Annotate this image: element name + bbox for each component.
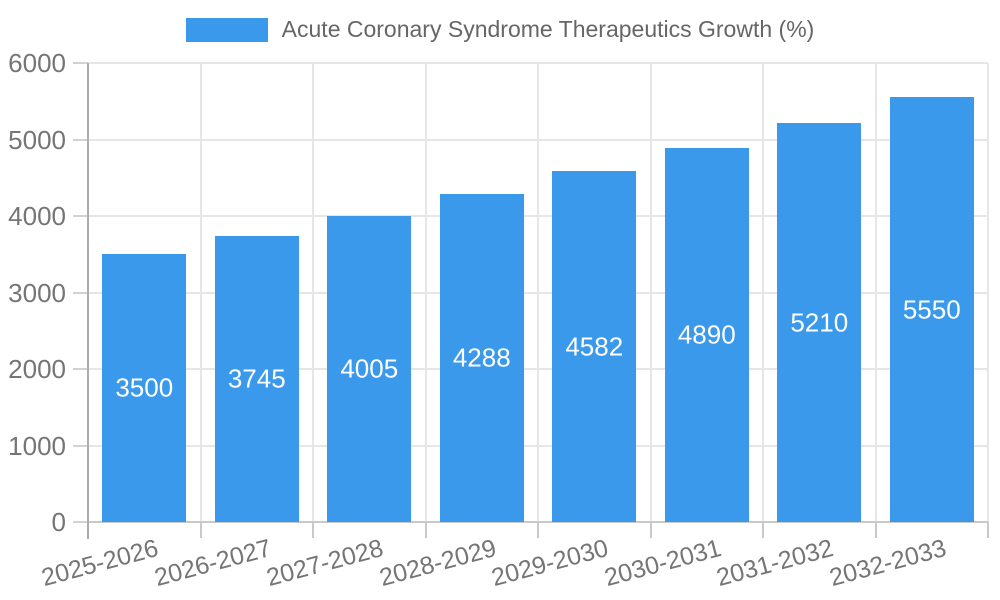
y-tick-mark [73, 291, 88, 294]
y-gridline [88, 215, 988, 217]
x-tick-label: 2030-2031 [601, 534, 724, 592]
bar[interactable]: 4890 [664, 147, 749, 522]
y-tick-label: 0 [51, 507, 66, 537]
y-tick-mark [73, 444, 88, 447]
y-gridline [88, 444, 988, 447]
bar[interactable]: 3745 [214, 235, 299, 522]
bar-value-label: 4890 [677, 319, 736, 350]
bar[interactable]: 3500 [102, 254, 187, 522]
x-tick-mark [537, 522, 539, 538]
x-tick-mark [424, 522, 427, 538]
y-tick-label: 1000 [8, 430, 66, 461]
chart-legend: Acute Coronary Syndrome Therapeutics Gro… [0, 16, 1000, 43]
y-tick-label: 4000 [8, 201, 66, 231]
x-tick-mark [874, 522, 877, 538]
y-tick-label: 3000 [8, 277, 66, 308]
y-tick-mark [73, 368, 88, 370]
y-tick-mark [73, 62, 88, 64]
x-tick-mark [987, 522, 989, 538]
x-tick-label: 2032-2033 [826, 534, 949, 592]
y-gridline [88, 368, 988, 370]
y-tick-mark [73, 521, 88, 523]
bar[interactable]: 5550 [889, 97, 974, 522]
y-axis-line [87, 63, 89, 539]
bar-value-label: 5210 [790, 307, 849, 338]
x-tick-label: 2025-2026 [38, 534, 162, 592]
bar[interactable]: 4005 [327, 215, 412, 522]
legend-swatch-icon [185, 17, 268, 42]
x-tick-mark [199, 522, 202, 538]
y-gridline [88, 291, 988, 294]
bar-value-label: 4005 [340, 353, 399, 384]
x-gridline [987, 63, 989, 522]
y-tick-mark [73, 138, 88, 141]
x-tick-label: 2028-2029 [376, 534, 499, 592]
x-tick-mark [649, 522, 652, 538]
x-tick-mark [762, 522, 764, 538]
bar-value-label: 3745 [227, 363, 286, 394]
bar-value-label: 4288 [452, 342, 511, 373]
x-tick-label: 2027-2028 [263, 534, 387, 592]
y-tick-label: 2000 [8, 354, 66, 384]
x-tick-label: 2031-2032 [713, 534, 837, 592]
bar[interactable]: 5210 [777, 123, 862, 522]
bar-value-label: 3500 [115, 372, 174, 403]
legend-label: Acute Coronary Syndrome Therapeutics Gro… [281, 16, 815, 42]
y-gridline [88, 62, 988, 64]
y-tick-mark [73, 215, 88, 217]
plot-area: 0 1000 2000 3000 4000 5000 6000 3500 2025-2026 37… [8, 48, 989, 592]
legend-item[interactable]: Acute Coronary Syndrome Therapeutics Gro… [185, 16, 815, 43]
y-tick-label: 6000 [8, 48, 66, 78]
bar[interactable]: 4582 [552, 171, 637, 522]
bar[interactable]: 4288 [439, 193, 524, 522]
x-tick-mark [312, 522, 314, 538]
y-gridline [88, 138, 988, 141]
bar-value-label: 5550 [902, 294, 961, 325]
x-tick-label: 2029-2030 [488, 534, 612, 592]
y-gridline [88, 521, 988, 523]
bar-value-label: 4582 [565, 331, 624, 362]
x-tick-label: 2026-2027 [151, 534, 274, 592]
y-tick-label: 5000 [8, 124, 66, 155]
